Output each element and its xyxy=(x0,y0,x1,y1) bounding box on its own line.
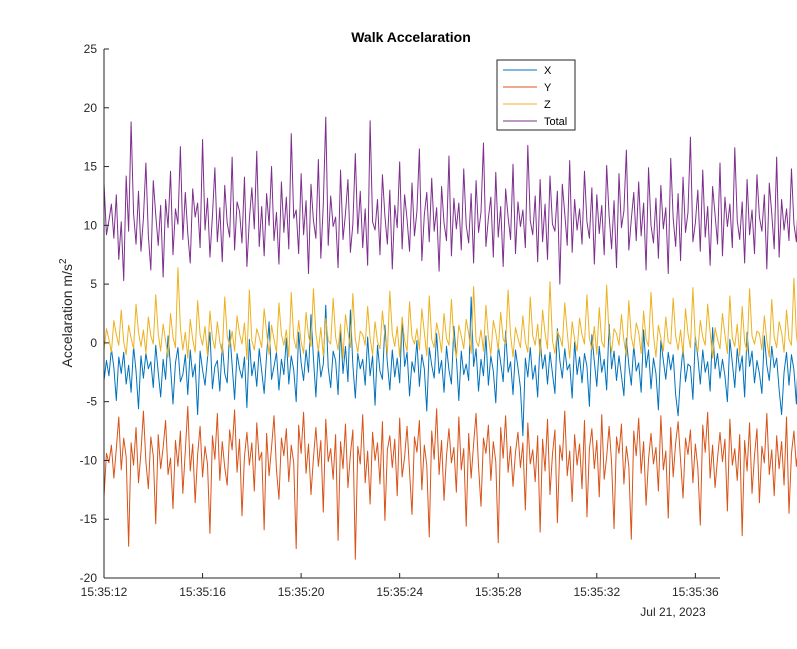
legend-box xyxy=(496,59,576,131)
y-tick-label: -5 xyxy=(86,395,97,409)
y-tick-label: 5 xyxy=(90,277,97,291)
y-tick-label: -10 xyxy=(80,453,98,467)
chart-title: Walk Accelaration xyxy=(351,29,471,45)
y-tick-label: 10 xyxy=(84,218,98,232)
x-tick-label: 15:35:12 xyxy=(81,585,128,599)
plot-area xyxy=(104,49,720,578)
series-line-total xyxy=(103,116,797,285)
legend-label-total: Total xyxy=(544,116,567,128)
series-line-x xyxy=(103,296,797,437)
y-tick-label: 20 xyxy=(84,101,98,115)
y-ticks: -20 -15 -10 -5 0 5 10 15 20 25 xyxy=(80,42,109,585)
y-axis-label-text: Accelaration m/s xyxy=(59,264,75,367)
x-date-label: Jul 21, 2023 xyxy=(640,605,706,619)
y-axis-label-superscript: 2 xyxy=(58,258,69,264)
y-tick-label: 15 xyxy=(84,160,98,174)
legend: XYZ Total xyxy=(496,59,576,131)
y-tick-label: 0 xyxy=(90,336,97,350)
x-ticks: 15:35:12 15:35:16 15:35:20 15:35:24 15:35:28… xyxy=(81,573,719,599)
x-tick-label: 15:35:36 xyxy=(672,585,719,599)
legend-label-z: Z xyxy=(544,99,551,111)
series-line-z xyxy=(103,267,797,360)
y-tick-label: -15 xyxy=(80,512,98,526)
legend-label-y: Y xyxy=(544,82,552,94)
x-tick-label: 15:35:24 xyxy=(376,585,423,599)
y-tick-label: 25 xyxy=(84,42,98,56)
series-line-y xyxy=(103,405,797,560)
x-tick-label: 15:35:16 xyxy=(179,585,226,599)
x-tick-label: 15:35:32 xyxy=(573,585,620,599)
y-axis-label: Accelaration m/s2 xyxy=(58,258,75,367)
x-tick-label: 15:35:28 xyxy=(475,585,522,599)
x-tick-label: 15:35:20 xyxy=(278,585,325,599)
y-tick-label: -20 xyxy=(80,571,98,585)
legend-label-x: X xyxy=(544,65,552,77)
series-layer xyxy=(103,116,797,560)
